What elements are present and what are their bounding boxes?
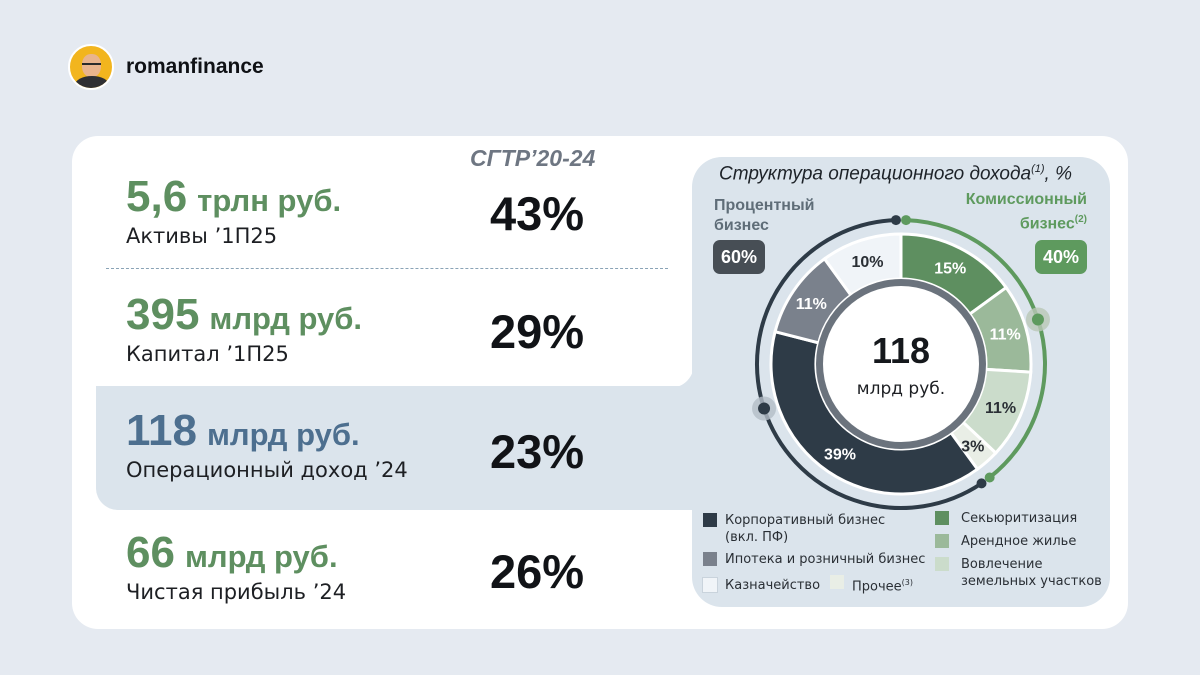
legend-line: Корпоративный бизнес [725,513,886,528]
metric-unit: млрд руб. [184,539,338,574]
highlight-band-cap [96,386,126,510]
avatar-face [82,54,101,77]
metric-value: 66 млрд руб. [126,528,346,578]
legend-swatch [935,557,949,571]
metric-number: 5,6 [126,172,188,221]
group-arcs [752,215,1050,510]
legend-line: Прочее [852,579,902,595]
legend-swatch [830,575,844,589]
avatar[interactable] [68,44,114,90]
profile-header: romanfinance [68,44,264,90]
legend-note: (3) [901,578,914,587]
interest-share-badge: 60% [713,240,766,274]
metric-number: 118 [126,406,197,455]
metric-number: 66 [126,528,175,577]
metric-label: Операционный доход ’24 [126,458,408,482]
highlight-band [96,386,736,510]
legend-rental: Арендное жилье [935,533,1076,550]
highlight-corner [600,300,694,388]
legend-line: Вовлечение [961,557,1043,572]
metric-value: 118 млрд руб. [126,406,408,456]
legend-swatch [935,511,949,525]
center-unit: млрд руб. [857,379,945,399]
legend-swatch [703,552,717,566]
arc-endpoint [976,478,987,489]
panel-title-text: Структура операционного дохода [719,163,1032,185]
legend-text: Ипотека и розничный бизнес [725,552,926,567]
legend-swatch [935,534,949,548]
slice-label: 3% [961,438,984,455]
metric-assets: 5,6 трлн руб. Активы ’1П25 [126,172,341,248]
panel-title-suffix: , % [1044,163,1072,185]
metric-capital: 395 млрд руб. Капитал ’1П25 [126,290,362,366]
legend-swatch [703,513,717,527]
center-disc [823,286,979,442]
commission-label-note: (2) [1074,214,1087,225]
commission-label-line-1: Комиссионный [965,191,1087,208]
cagr-assets: 43% [490,187,585,240]
avatar-glasses [82,63,101,69]
slice-label: 11% [990,327,1021,344]
metric-value: 5,6 трлн руб. [126,172,341,222]
legend-text: Прочее(3) [852,574,913,595]
commission-label-line-2: бизнес(2) [945,210,1087,234]
legend-text: Вовлечение земельных участков [961,556,1102,590]
legend-swatch [702,577,718,593]
commission-business-label: Комиссионный бизнес(2) [945,190,1087,234]
metric-label: Капитал ’1П25 [126,342,289,366]
cagr-capital: 29% [490,305,585,358]
donut-slices [769,232,1033,496]
avatar-shirt [75,76,109,88]
slice-label: 10% [851,254,883,271]
metric-unit: млрд руб. [206,417,360,452]
legend-other: Прочее(3) [830,574,913,595]
interest-label-line-2: бизнес [714,217,769,234]
interest-label-line-1: Процентный [714,197,815,214]
center-value: 118 [872,330,930,371]
metric-operating-income: 118 млрд руб. Операционный доход ’24 [126,406,408,482]
metric-net-profit: 66 млрд руб. Чистая прибыль ’24 [126,528,346,604]
arc-endpoint [901,215,912,226]
brand-name[interactable]: romanfinance [126,55,264,78]
cagr-operating-income: 23% [490,425,585,478]
metric-unit: трлн руб. [197,183,342,218]
panel-title: Структура операционного дохода(1), % [719,163,1072,185]
legend-mortgage: Ипотека и розничный бизнес [703,551,925,568]
metric-label: Активы ’1П25 [126,224,278,248]
divider [106,268,668,269]
cagr-net-profit: 26% [490,545,585,598]
slice-label: 11% [796,296,827,313]
legend-securitization: Секьюритизация [935,510,1077,527]
arc-endpoint [890,215,901,226]
arc-endpoint [984,472,995,483]
metric-number: 395 [126,290,200,339]
commission-marker-dot [1031,313,1044,326]
interest-business-label: Процентный бизнес [714,196,814,236]
legend-text: Казначейство [725,578,821,593]
interest-marker-dot [758,402,771,415]
slice-label: 39% [824,447,856,464]
legend-treasury: Казначейство [702,577,821,594]
commission-share-badge: 40% [1035,240,1088,274]
slice-label: 11% [985,400,1016,417]
slice-labels: 15% 11% 11% 3% 39% 11% 10% [796,254,1021,464]
legend-text: Секьюритизация [961,511,1078,526]
slice-label: 15% [934,260,966,277]
metric-unit: млрд руб. [209,301,363,336]
metric-value: 395 млрд руб. [126,290,362,340]
legend-text: Корпоративный бизнес (вкл. ПФ) [725,512,885,546]
panel-title-note: (1) [1031,163,1045,175]
legend-line: земельных участков [961,574,1102,589]
legend-text: Арендное жилье [961,534,1077,549]
cagr-title: CГТР’20-24 [470,145,596,171]
legend-corporate: Корпоративный бизнес (вкл. ПФ) [703,512,885,546]
commission-label-text: бизнес [1019,215,1075,233]
metric-label: Чистая прибыль ’24 [126,580,347,604]
legend-land: Вовлечение земельных участков [935,556,1102,590]
legend-line: (вкл. ПФ) [725,530,789,545]
